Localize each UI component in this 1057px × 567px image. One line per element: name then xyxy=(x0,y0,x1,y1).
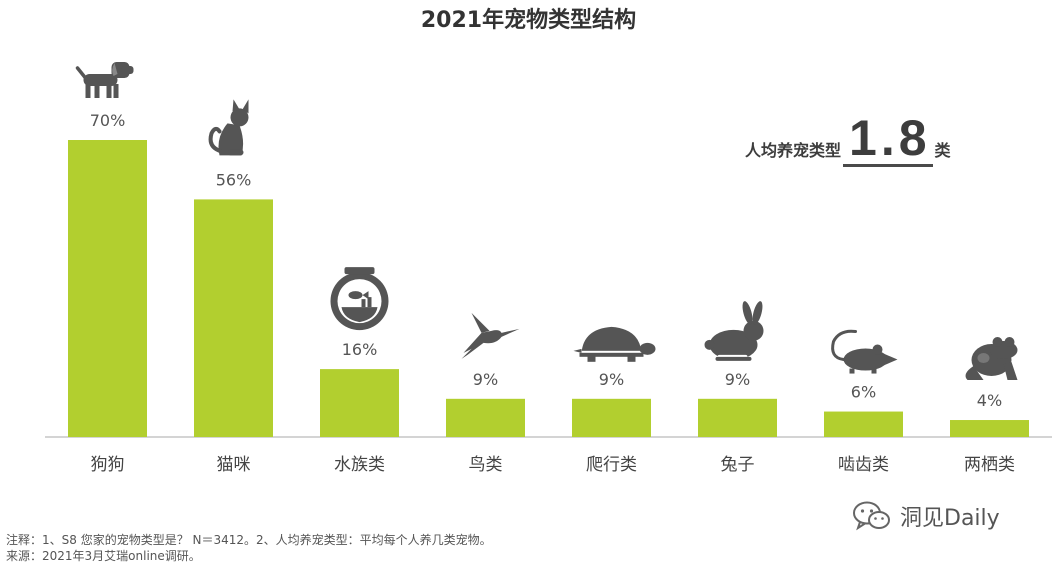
average-unit: 类 xyxy=(934,141,951,160)
bird-icon xyxy=(461,312,520,359)
bar-2 xyxy=(194,199,273,437)
data-label-3: 16% xyxy=(342,340,378,359)
bar-chart: 70% 狗狗 56% 猫咪 16% 水族类 9% 鸟类 9% 爬行类 9% 兔子 6% 啮齿类 4% 两栖类 xyxy=(45,62,1052,475)
category-label-1: 狗狗 xyxy=(91,455,125,475)
bar-4 xyxy=(446,398,525,437)
data-label-2: 56% xyxy=(216,170,252,189)
category-label-5: 爬行类 xyxy=(586,455,637,475)
data-label-6: 9% xyxy=(725,370,750,389)
data-label-7: 6% xyxy=(851,383,876,402)
frog-icon xyxy=(965,337,1018,381)
footnote-note: 注释：1、S8 您家的宠物类型是？ N＝3412。2、人均养宠类型：平均每个人养… xyxy=(6,533,492,547)
footnote-source: 来源：2021年3月艾瑞online调研。 xyxy=(6,549,201,563)
brand-name: 洞见Daily xyxy=(900,506,1000,531)
category-label-8: 两栖类 xyxy=(964,455,1015,475)
category-label-7: 啮齿类 xyxy=(838,455,889,475)
data-label-1: 70% xyxy=(90,111,126,130)
cat-icon xyxy=(208,99,249,156)
bar-3 xyxy=(320,369,399,437)
category-label-4: 鸟类 xyxy=(469,455,503,475)
average-value: 1.8 xyxy=(843,112,933,167)
data-label-5: 9% xyxy=(599,370,624,389)
bar-8 xyxy=(950,420,1029,437)
brand-watermark: 洞见Daily xyxy=(852,500,1000,532)
bar-5 xyxy=(572,398,651,437)
dog-icon xyxy=(75,62,134,98)
chart-title: 2021年宠物类型结构 xyxy=(420,8,637,33)
footnote: 注释：1、S8 您家的宠物类型是？ N＝3412。2、人均养宠类型：平均每个人养… xyxy=(6,532,492,564)
turtle-icon xyxy=(573,326,656,362)
data-label-8: 4% xyxy=(977,391,1002,410)
bar-1 xyxy=(68,140,147,437)
rabbit-icon xyxy=(704,301,764,361)
category-label-3: 水族类 xyxy=(334,455,385,475)
category-label-2: 猫咪 xyxy=(217,455,251,475)
bar-6 xyxy=(698,398,777,437)
fishbowl-icon xyxy=(330,267,389,331)
bar-7 xyxy=(824,411,903,437)
wechat-icon xyxy=(853,501,890,531)
average-label: 人均养宠类型 xyxy=(745,141,842,160)
rat-icon xyxy=(831,329,898,374)
average-pet-types: 人均养宠类型 1.8 类 xyxy=(745,112,951,167)
data-label-4: 9% xyxy=(473,370,498,389)
category-label-6: 兔子 xyxy=(721,455,755,475)
